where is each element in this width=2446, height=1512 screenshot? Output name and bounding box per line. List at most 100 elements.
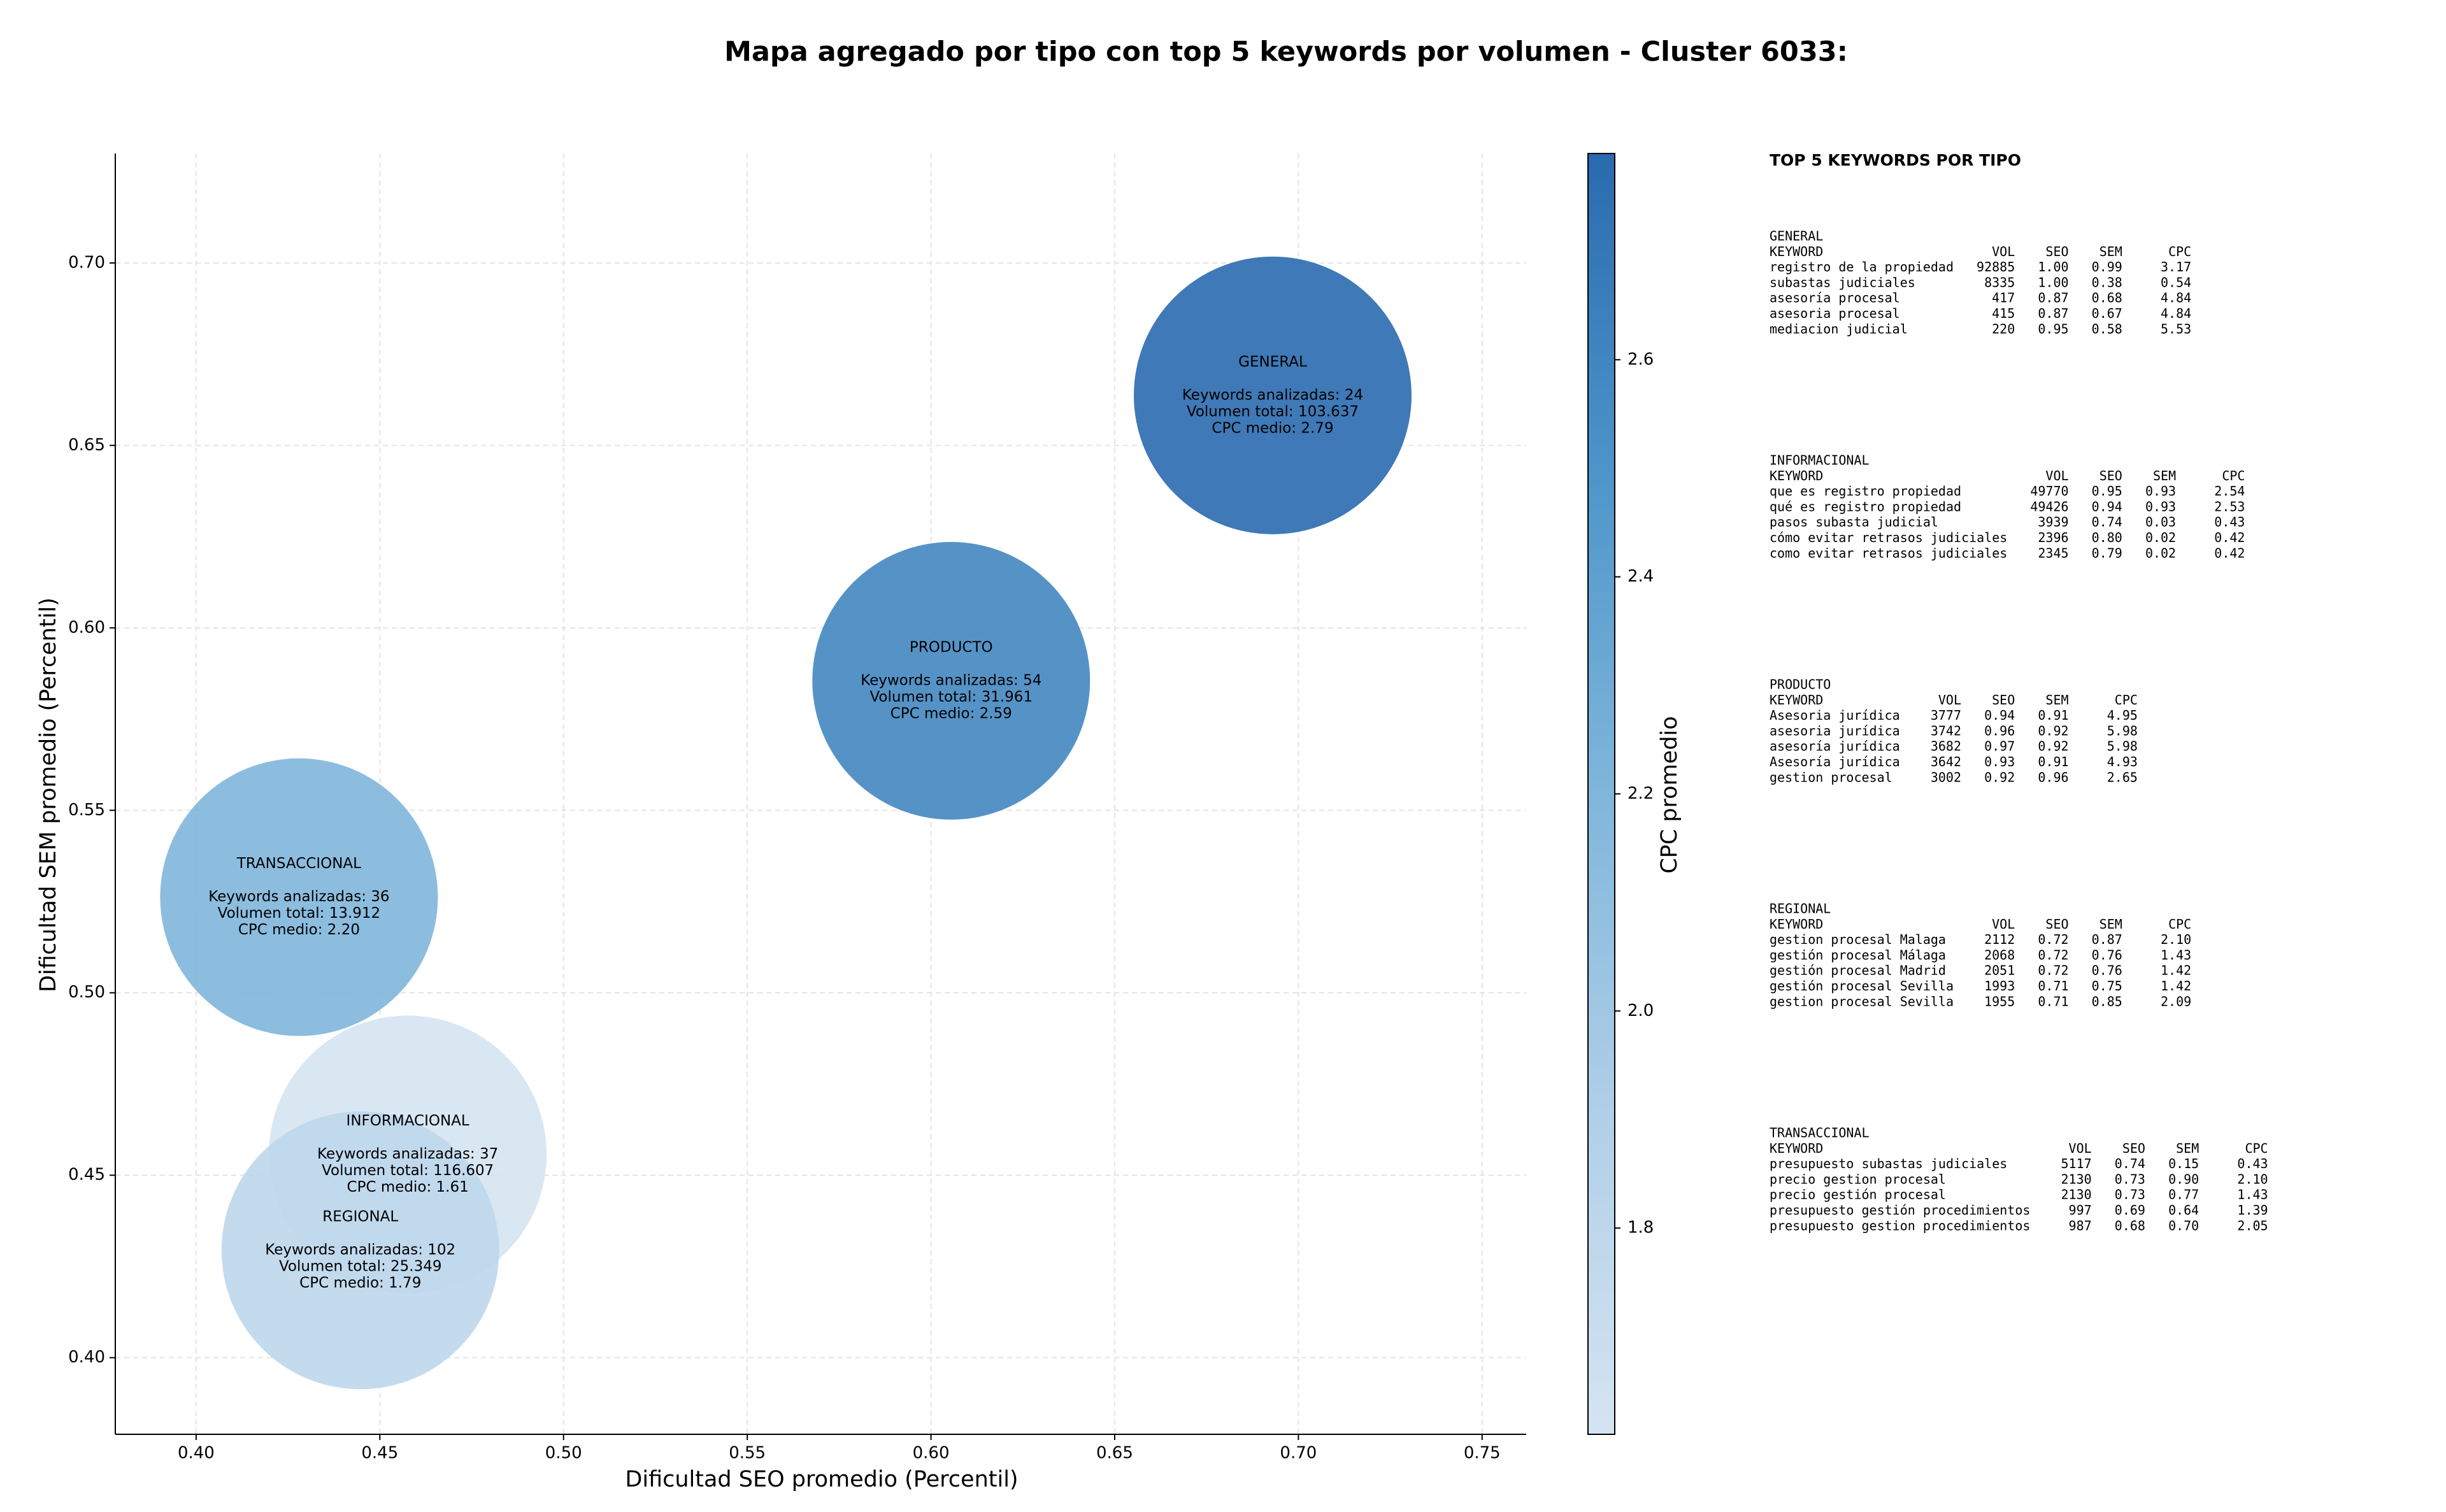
colorbar-tick-label: 1.8 <box>1627 1218 1654 1237</box>
colorbar <box>1587 153 1615 1435</box>
cell: 1.42 <box>2161 978 2191 994</box>
y-tick-label: 0.45 <box>68 1166 105 1185</box>
chart-title: Mapa agregado por tipo con top 5 keyword… <box>724 36 1848 68</box>
keyword: asesoria procesal <box>1770 306 1900 321</box>
cell: 2068 <box>1984 947 2015 962</box>
cell: 2112 <box>1984 932 2015 947</box>
y-axis-label: Dificultad SEM promedio (Percentil) <box>36 597 61 992</box>
x-tick-label: 0.45 <box>361 1444 398 1463</box>
column-header: SEO <box>2122 1141 2145 1156</box>
cell: 0.02 <box>2145 530 2176 545</box>
cell: 49770 <box>2030 483 2068 499</box>
column-header: SEO <box>2099 468 2122 483</box>
y-tick-label: 0.55 <box>68 801 105 820</box>
cell: 0.92 <box>1984 769 2015 785</box>
cell: 220 <box>1992 321 2015 336</box>
keyword: qué es registro propiedad <box>1770 499 1961 514</box>
keyword: presupuesto gestion procedimientos <box>1770 1218 2030 1233</box>
bubble-name: INFORMACIONAL <box>347 1113 469 1129</box>
block-name: TRANSACCIONAL <box>1770 1125 1870 1141</box>
cell: 0.77 <box>2168 1187 2199 1202</box>
cell: 4.93 <box>2107 754 2138 769</box>
x-tick-label: 0.50 <box>545 1444 582 1463</box>
cell: 0.92 <box>2038 723 2068 738</box>
cell: 5.98 <box>2107 723 2138 738</box>
column-header: KEYWORD <box>1770 1141 1823 1156</box>
bubble-name: PRODUCTO <box>910 639 993 655</box>
cell: 0.68 <box>2115 1218 2145 1233</box>
x-tick-label: 0.55 <box>729 1444 766 1463</box>
cell: 0.95 <box>2092 483 2122 499</box>
keyword: gestion procesal <box>1770 769 1892 785</box>
cell: 1993 <box>1984 978 2015 994</box>
cell: 8335 <box>1984 275 2015 290</box>
cell: 0.91 <box>2038 754 2068 769</box>
cell: 0.74 <box>2115 1156 2145 1171</box>
cell: 0.96 <box>2038 769 2068 785</box>
column-header: VOL <box>2069 1141 2092 1156</box>
bubble-annotation: Volumen total: 116.607 <box>322 1162 494 1179</box>
cell: 0.15 <box>2168 1156 2199 1171</box>
cell: 417 <box>1992 290 2015 306</box>
cell: 0.54 <box>2161 275 2191 290</box>
cell: 5117 <box>2061 1156 2092 1171</box>
bubble-name: REGIONAL <box>322 1209 398 1225</box>
cell: 415 <box>1992 306 2015 321</box>
block-name: REGIONAL <box>1770 901 1831 916</box>
column-header: VOL <box>1992 916 2015 932</box>
x-tick-label: 0.70 <box>1280 1444 1317 1463</box>
cell: 0.87 <box>2092 932 2122 947</box>
cell: 1.00 <box>2038 259 2068 275</box>
cell: 0.64 <box>2168 1202 2199 1218</box>
bubble <box>812 541 1091 820</box>
column-header: CPC <box>2222 468 2245 483</box>
cell: 2130 <box>2061 1187 2092 1202</box>
y-tick-label: 0.70 <box>68 253 105 272</box>
keyword: subastas judiciales <box>1770 275 1915 290</box>
keyword: asesoria jurídica <box>1770 723 1900 738</box>
cell: 0.71 <box>2038 978 2068 994</box>
x-tick-label: 0.40 <box>178 1444 215 1463</box>
cell: 1.43 <box>2237 1187 2268 1202</box>
cell: 0.43 <box>2214 515 2245 530</box>
x-tick-label: 0.75 <box>1464 1444 1501 1463</box>
cell: 0.85 <box>2092 994 2122 1009</box>
cell: 0.91 <box>2038 708 2068 723</box>
bubble-annotation: CPC medio: 2.79 <box>1212 420 1333 436</box>
keyword: como evitar retrasos judiciales <box>1770 545 2007 560</box>
bubble-annotation: Keywords analizadas: 24 <box>1182 387 1363 403</box>
cell: 0.38 <box>2092 275 2122 290</box>
cell: 0.03 <box>2145 515 2176 530</box>
cell: 3777 <box>1931 708 1961 723</box>
block-name: PRODUCTO <box>1770 677 1831 692</box>
column-header: SEM <box>2099 916 2122 932</box>
cell: 0.90 <box>2168 1171 2199 1187</box>
column-header: SEM <box>2176 1141 2199 1156</box>
column-header: SEO <box>2045 916 2068 932</box>
cell: 4.84 <box>2161 290 2191 306</box>
y-tick-label: 0.50 <box>68 983 105 1002</box>
cell: 3002 <box>1931 769 1961 785</box>
bubble-annotation: CPC medio: 1.61 <box>347 1179 469 1195</box>
column-header: VOL <box>1992 244 2015 259</box>
cell: 3742 <box>1931 723 1961 738</box>
column-header: SEO <box>2045 244 2068 259</box>
keyword: precio gestión procesal <box>1770 1187 1946 1202</box>
cell: 1.00 <box>2038 275 2068 290</box>
keyword: que es registro propiedad <box>1770 483 1961 499</box>
cell: 0.43 <box>2237 1156 2268 1171</box>
y-tick-label: 0.65 <box>68 436 105 455</box>
bubble-annotation: CPC medio: 2.59 <box>890 705 1012 722</box>
column-header: SEM <box>2099 244 2122 259</box>
colorbar-label: CPC promedio <box>1657 716 1682 873</box>
cell: 2345 <box>2038 545 2068 560</box>
column-header: CPC <box>2245 1141 2268 1156</box>
bubble <box>221 1111 499 1390</box>
colorbar-tick-label: 2.4 <box>1627 567 1654 586</box>
cell: 2.53 <box>2214 499 2245 514</box>
cell: 0.94 <box>1984 708 2015 723</box>
cell: 0.69 <box>2115 1202 2145 1218</box>
cell: 0.58 <box>2092 321 2122 336</box>
cell: 0.94 <box>2092 499 2122 514</box>
colorbar-tick-label: 2.0 <box>1627 1001 1654 1020</box>
